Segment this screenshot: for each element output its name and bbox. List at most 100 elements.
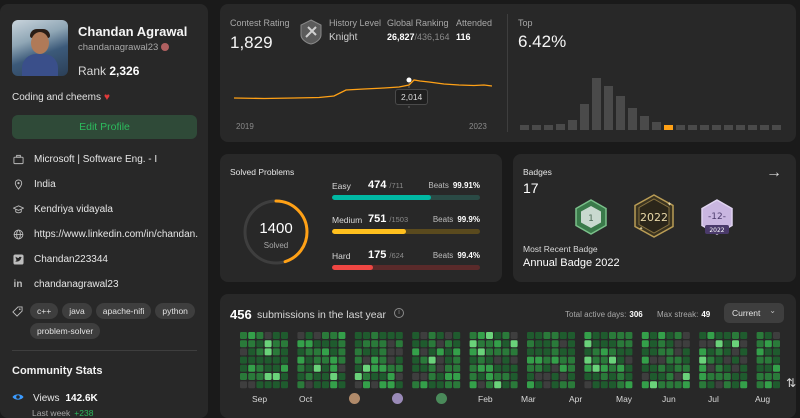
heatmap-cell[interactable] <box>715 356 723 364</box>
heatmap-cell[interactable] <box>617 381 625 389</box>
heatmap-cell[interactable] <box>707 340 715 348</box>
heatmap-cell[interactable] <box>535 348 543 356</box>
heatmap-cell[interactable] <box>600 373 608 380</box>
heatmap-cell[interactable] <box>272 348 280 356</box>
heatmap-cell[interactable] <box>469 356 477 364</box>
heatmap-cell[interactable] <box>527 373 534 380</box>
heatmap-cell[interactable] <box>699 332 707 339</box>
info-twitter-link[interactable]: Chandan223344 <box>12 253 198 265</box>
heatmap-cell[interactable] <box>600 381 608 389</box>
heatmap-cell[interactable] <box>773 348 780 356</box>
heatmap-cell[interactable] <box>600 364 608 372</box>
heatmap-cell[interactable] <box>658 332 666 339</box>
heatmap-cell[interactable] <box>412 364 420 372</box>
heatmap-cell[interactable] <box>272 364 280 372</box>
heatmap-cell[interactable] <box>412 373 420 380</box>
heatmap-cell[interactable] <box>322 348 329 356</box>
tag-chip[interactable]: python <box>155 303 195 319</box>
heatmap-cell[interactable] <box>445 332 452 339</box>
heatmap-cell[interactable] <box>682 332 690 339</box>
heatmap-cell[interactable] <box>543 381 551 389</box>
heatmap-cell[interactable] <box>609 340 616 348</box>
heatmap-cell[interactable] <box>412 340 420 348</box>
heatmap-cell[interactable] <box>264 364 272 372</box>
heatmap-cell[interactable] <box>699 348 707 356</box>
heatmap-cell[interactable] <box>469 373 477 380</box>
heatmap-cell[interactable] <box>354 348 362 356</box>
heatmap-cell[interactable] <box>600 340 608 348</box>
heatmap-cell[interactable] <box>322 340 329 348</box>
heatmap-cell[interactable] <box>363 381 370 389</box>
heatmap-cell[interactable] <box>510 340 518 348</box>
heatmap-cell[interactable] <box>313 364 321 372</box>
heatmap-cell[interactable] <box>330 348 338 356</box>
heatmap-cell[interactable] <box>387 381 395 389</box>
heatmap-cell[interactable] <box>773 332 780 339</box>
heatmap-cell[interactable] <box>559 373 567 380</box>
heatmap-cell[interactable] <box>371 348 379 356</box>
heatmap-cell[interactable] <box>568 340 575 348</box>
heatmap-cell[interactable] <box>354 340 362 348</box>
heatmap-cell[interactable] <box>428 381 436 389</box>
heatmap-cell[interactable] <box>272 381 280 389</box>
heatmap-cell[interactable] <box>395 373 403 380</box>
heatmap-cell[interactable] <box>297 381 305 389</box>
heatmap-cell[interactable] <box>240 373 247 380</box>
heatmap-cell[interactable] <box>666 332 674 339</box>
tag-chip[interactable]: java <box>62 303 92 319</box>
heatmap-cell[interactable] <box>502 348 510 356</box>
heatmap-cell[interactable] <box>395 356 403 364</box>
heatmap-cell[interactable] <box>354 381 362 389</box>
heatmap-cell[interactable] <box>354 364 362 372</box>
heatmap-cell[interactable] <box>658 340 666 348</box>
heatmap-cell[interactable] <box>330 364 338 372</box>
heatmap-cell[interactable] <box>281 373 288 380</box>
heatmap-cell[interactable] <box>436 364 444 372</box>
heatmap-cell[interactable] <box>395 348 403 356</box>
heatmap-cell[interactable] <box>625 340 633 348</box>
heatmap-cell[interactable] <box>305 356 313 364</box>
heatmap-cell[interactable] <box>322 373 329 380</box>
heatmap-cell[interactable] <box>609 332 616 339</box>
tag-chip[interactable]: apache-nifi <box>95 303 152 319</box>
heatmap-cell[interactable] <box>477 364 485 372</box>
heatmap-cell[interactable] <box>240 348 247 356</box>
heatmap-cell[interactable] <box>469 348 477 356</box>
heatmap-cell[interactable] <box>773 356 780 364</box>
heatmap-cell[interactable] <box>584 373 592 380</box>
submission-heatmap[interactable] <box>240 332 786 390</box>
heatmap-cell[interactable] <box>764 332 772 339</box>
heatmap-cell[interactable] <box>764 364 772 372</box>
heatmap-cell[interactable] <box>682 348 690 356</box>
heatmap-cell[interactable] <box>723 332 731 339</box>
heatmap-cell[interactable] <box>420 340 428 348</box>
heatmap-cell[interactable] <box>453 356 461 364</box>
heatmap-cell[interactable] <box>715 332 723 339</box>
heatmap-cell[interactable] <box>543 332 551 339</box>
heatmap-cell[interactable] <box>568 348 575 356</box>
heatmap-cell[interactable] <box>723 373 731 380</box>
heatmap-cell[interactable] <box>445 373 452 380</box>
heatmap-cell[interactable] <box>732 381 739 389</box>
heatmap-cell[interactable] <box>412 348 420 356</box>
heatmap-cell[interactable] <box>494 332 502 339</box>
heatmap-cell[interactable] <box>240 364 247 372</box>
heatmap-cell[interactable] <box>707 381 715 389</box>
heatmap-cell[interactable] <box>756 381 764 389</box>
heatmap-cell[interactable] <box>666 340 674 348</box>
heatmap-cell[interactable] <box>445 356 452 364</box>
heatmap-cell[interactable] <box>617 373 625 380</box>
heatmap-cell[interactable] <box>248 348 256 356</box>
heatmap-cell[interactable] <box>264 373 272 380</box>
heatmap-cell[interactable] <box>707 373 715 380</box>
heatmap-cell[interactable] <box>354 373 362 380</box>
heatmap-cell[interactable] <box>371 332 379 339</box>
heatmap-cell[interactable] <box>551 340 559 348</box>
heatmap-cell[interactable] <box>756 364 764 372</box>
heatmap-cell[interactable] <box>248 381 256 389</box>
heatmap-cell[interactable] <box>551 364 559 372</box>
heatmap-cell[interactable] <box>674 364 682 372</box>
heatmap-cell[interactable] <box>379 340 387 348</box>
heatmap-cell[interactable] <box>281 332 288 339</box>
heatmap-cell[interactable] <box>584 332 592 339</box>
